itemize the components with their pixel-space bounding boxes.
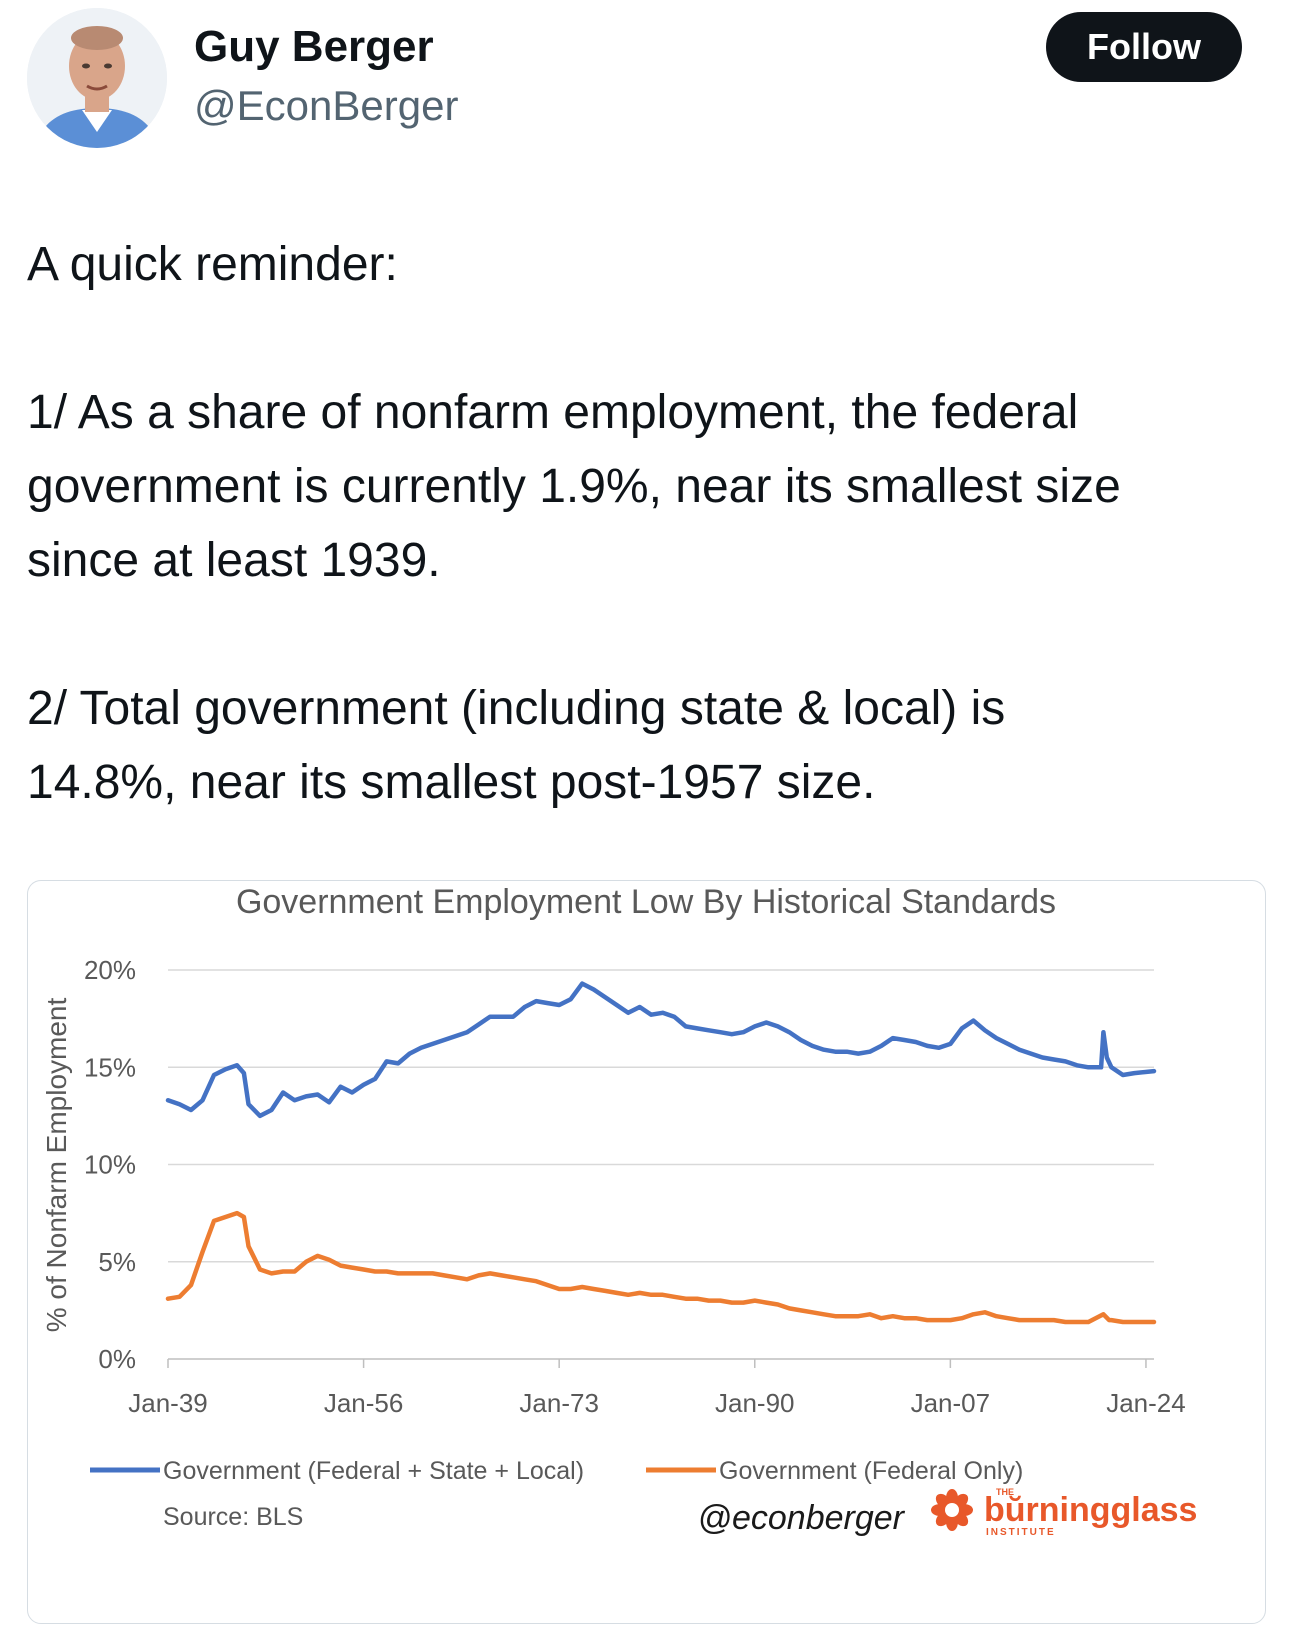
- tweet-line: government is currently 1.9%, near its s…: [27, 460, 1121, 513]
- x-tick-label: Jan-24: [1106, 1388, 1186, 1418]
- y-tick-label: 10%: [84, 1150, 136, 1180]
- x-tick-label: Jan-56: [324, 1388, 404, 1418]
- tweet-line: 1/ As a share of nonfarm employment, the…: [27, 386, 1079, 439]
- series-line-total-government: [165, 981, 1157, 1119]
- author-handle[interactable]: @EconBerger: [194, 82, 459, 129]
- x-tick-label: Jan-90: [715, 1388, 795, 1418]
- burning-glass-logo-icon: [931, 1489, 973, 1531]
- x-tick-label: Jan-39: [128, 1388, 208, 1418]
- x-tick-label: Jan-73: [519, 1388, 599, 1418]
- y-tick-label: 0%: [98, 1344, 136, 1374]
- x-tick-label: Jan-07: [911, 1388, 991, 1418]
- watermark-handle: @econberger: [697, 1499, 905, 1537]
- series-line-federal-government: [165, 1210, 1157, 1325]
- tweet-line: since at least 1939.: [27, 534, 441, 587]
- follow-button[interactable]: Follow: [1046, 12, 1242, 82]
- y-tick-label: 15%: [84, 1052, 136, 1082]
- y-axis-label: % of Nonfarm Employment: [41, 998, 72, 1333]
- logo-the: THE: [996, 1487, 1014, 1497]
- legend-label: Government (Federal Only): [719, 1457, 1023, 1485]
- tweet-text: A quick reminder: 1/ As a share of nonfar…: [27, 228, 1267, 820]
- chart: Government Employment Low By Historical …: [41, 883, 1197, 1538]
- y-tick-label: 20%: [84, 955, 136, 985]
- tweet-line: A quick reminder:: [27, 238, 398, 291]
- logo-institute: INSTITUTE: [986, 1527, 1056, 1538]
- author-name[interactable]: Guy Berger: [194, 22, 434, 71]
- avatar[interactable]: [27, 8, 167, 148]
- tweet-line: 14.8%, near its smallest post-1957 size.: [27, 756, 876, 809]
- tweet-line: 2/ Total government (including state & l…: [27, 682, 1006, 735]
- chart-card[interactable]: Government Employment Low By Historical …: [27, 880, 1266, 1624]
- y-tick-label: 5%: [98, 1247, 136, 1277]
- chart-title: Government Employment Low By Historical …: [236, 883, 1056, 921]
- source-note: Source: BLS: [163, 1503, 303, 1531]
- logo-wordmark: bŭrningglass: [984, 1491, 1197, 1529]
- legend-label: Government (Federal + State + Local): [163, 1457, 584, 1485]
